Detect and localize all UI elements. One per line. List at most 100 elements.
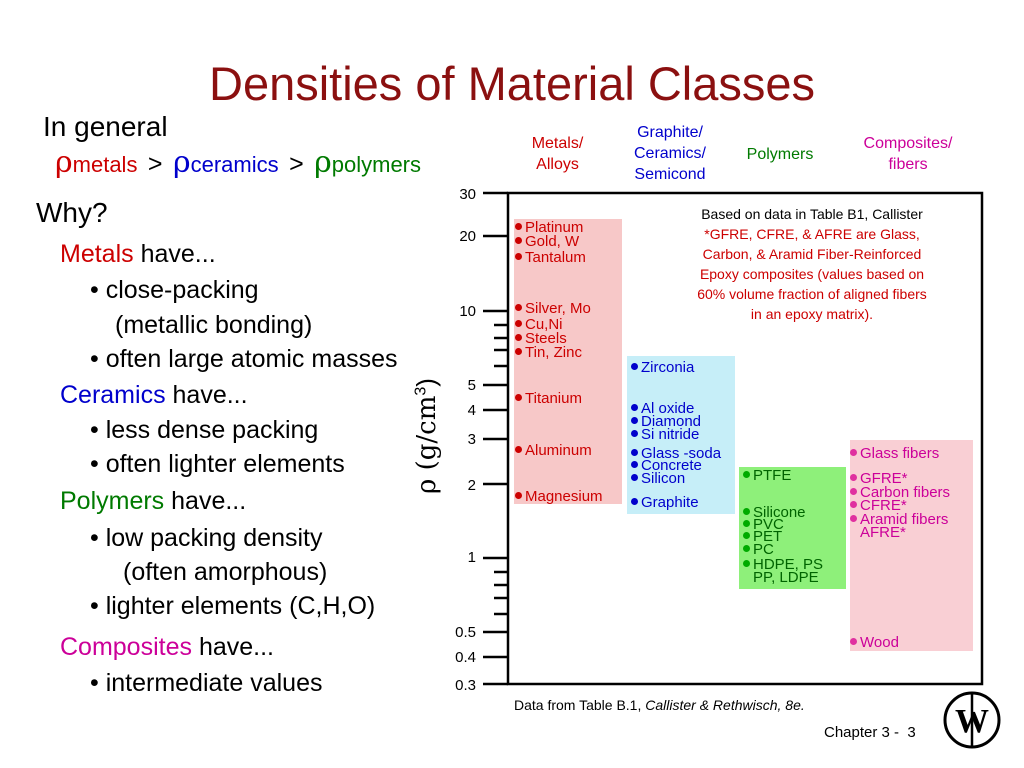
greater-than: > <box>147 150 163 178</box>
metals-bullet: • often large atomic masses <box>90 345 398 373</box>
ceramic-item: Si nitride <box>631 427 699 442</box>
polymer-item: PC <box>743 541 774 558</box>
density-inequality: ρmetals > ρceramics > ρpolymers <box>55 145 421 180</box>
header-metals: Metals/Alloys <box>515 133 600 175</box>
header-line: Graphite/ <box>637 124 703 141</box>
composite-label: Aramid fibers <box>860 511 949 528</box>
composites-heading: Composites have... <box>60 633 274 662</box>
polymer-item: PET <box>743 528 783 545</box>
tick-label: 20 <box>459 228 476 245</box>
ceramic-label: Al oxide <box>641 400 695 417</box>
ceramic-label: Zirconia <box>641 359 695 376</box>
polymer-item: HDPE, PS <box>743 557 823 572</box>
rho-metals-sub: metals <box>72 152 138 177</box>
header-line: fibers <box>888 156 928 173</box>
header-line: Metals/ <box>531 135 584 152</box>
data-source: Data from Table B.1, Callister & Rethwis… <box>514 697 805 713</box>
metal-label: Gold, W <box>525 233 580 250</box>
bullet-dot-icon <box>743 532 750 539</box>
metal-item: Tantalum <box>515 250 586 265</box>
ceramic-item: Zirconia <box>631 359 695 376</box>
metals-heading: Metals have... <box>60 240 216 269</box>
rho-symbol: ρ <box>55 145 73 180</box>
metal-item: Steels <box>515 330 567 347</box>
metal-item: Silver, Mo <box>515 301 591 316</box>
bullet-dot-icon <box>743 471 750 478</box>
bullet-dot-icon <box>631 430 638 437</box>
bullet-dot-icon <box>515 492 522 499</box>
polymers-bullet: • lighter elements (C,H,O) <box>90 592 376 620</box>
tick-label: 4 <box>467 402 476 419</box>
polymer-item: PTFE <box>743 467 792 484</box>
metal-item: Cu,Ni <box>515 317 563 332</box>
tick-label: 0.3 <box>455 677 476 694</box>
ceramics-word: Ceramics <box>60 381 166 409</box>
bullet-dot-icon <box>515 223 522 230</box>
composite-label: Glass fibers <box>860 445 940 462</box>
metal-label: Titanium <box>525 390 582 407</box>
note-line: in an epoxy matrix). <box>750 306 874 322</box>
bullet-dot-icon <box>515 237 522 244</box>
ceramics-have: have... <box>165 381 248 409</box>
note-line: Based on data in Table B1, Callister <box>701 206 923 222</box>
bullet-dot-icon <box>631 498 638 505</box>
note-line: Epoxy composites (values based on <box>699 266 925 282</box>
bullet-dot-icon <box>850 488 857 495</box>
composites-bullet: • intermediate values <box>90 669 323 697</box>
bullet-dot-icon <box>743 520 750 527</box>
polymer-label: PC <box>753 541 774 558</box>
note-line: *GFRE, CFRE, & AFRE are Glass, <box>704 226 920 242</box>
metal-label: Tin, Zinc <box>525 344 582 361</box>
publisher-logo-icon: W <box>943 691 1001 749</box>
header-line: Alloys <box>536 156 579 173</box>
polymer-label: Silicone <box>753 504 806 521</box>
composite-item: Glass fibers <box>850 445 940 462</box>
composite-item: Wood <box>850 635 899 650</box>
bullet-dot-icon <box>850 474 857 481</box>
header-line: Semicond <box>634 166 706 183</box>
header-ceramics: Graphite/Ceramics/Semicond <box>615 122 725 185</box>
rho-symbol: ρ <box>314 145 332 180</box>
polymer-item: PP, LDPE <box>743 569 819 586</box>
polymer-item: PVC <box>743 517 784 532</box>
composites-word: Composites <box>60 633 192 661</box>
ceramics-bullet: • often lighter elements <box>90 450 345 478</box>
chapter-label: Chapter 3 - 3 <box>824 724 916 741</box>
metals-bullet: • close-packing <box>90 276 259 304</box>
polymer-label: PP, LDPE <box>753 569 819 586</box>
polymer-label: PTFE <box>753 467 792 484</box>
composites-have: have... <box>192 633 274 661</box>
composite-item: Carbon fibers <box>850 485 950 500</box>
ceramic-label: Concrete <box>641 457 702 474</box>
bullet-dot-icon <box>515 320 522 327</box>
composite-item: AFRE* <box>850 525 906 540</box>
bullet-dot-icon <box>850 515 857 522</box>
metal-label: Steels <box>525 330 567 347</box>
ceramic-item: Diamond <box>631 414 701 429</box>
bullet-dot-icon <box>515 446 522 453</box>
ceramic-item: Concrete <box>631 457 702 474</box>
composite-item: GFRE* <box>850 471 908 486</box>
greater-than: > <box>289 150 304 178</box>
bullet-dot-icon <box>515 394 522 401</box>
tick-label: 0.5 <box>455 624 476 641</box>
bullet-dot-icon <box>743 545 750 552</box>
chapter-text: Chapter 3 - <box>824 724 900 741</box>
bullet-dot-icon <box>515 304 522 311</box>
page-number: 3 <box>907 724 916 741</box>
composites-range-box <box>850 440 973 651</box>
metal-label: Platinum <box>525 219 584 236</box>
metal-item: Platinum <box>515 219 584 236</box>
y-axis-label: ρ (g/cm3) <box>411 341 447 531</box>
polymer-label: PET <box>753 528 783 545</box>
rho-polymers-sub: polymers <box>331 152 422 177</box>
y-axis-label-sup: 3 <box>412 386 430 396</box>
metal-item: Tin, Zinc <box>515 344 582 361</box>
ceramic-item: Al oxide <box>631 400 695 417</box>
rho-symbol: ρ <box>172 145 191 180</box>
polymers-heading: Polymers have... <box>60 487 246 516</box>
bullet-dot-icon <box>631 417 638 424</box>
bullet-dot-icon <box>743 560 750 567</box>
metals-have: have... <box>133 240 216 268</box>
ceramic-item: Glass -soda <box>631 446 721 461</box>
